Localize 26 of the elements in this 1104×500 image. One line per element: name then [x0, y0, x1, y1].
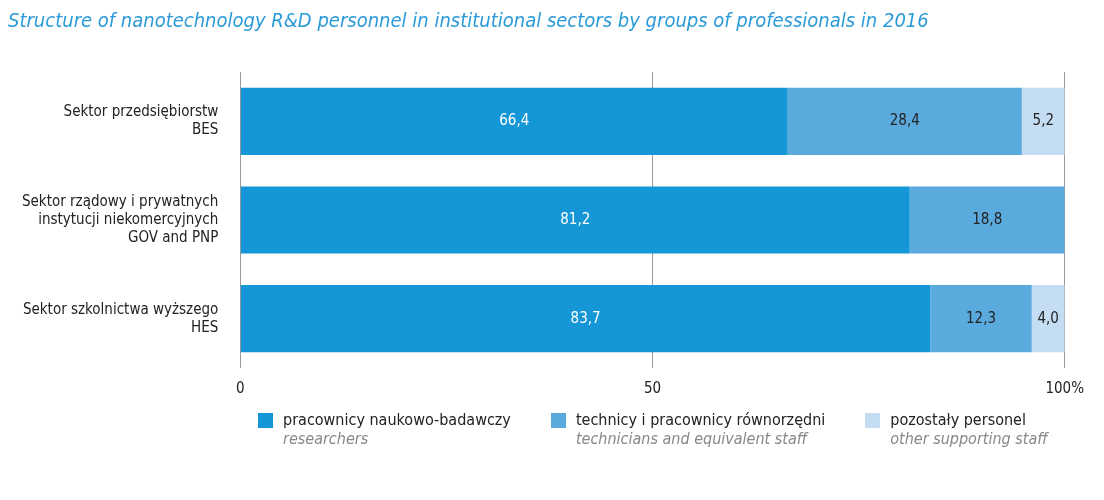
data-label: 12,3: [966, 308, 997, 327]
bar: [1031, 285, 1065, 353]
x-tick-label: 50: [643, 378, 662, 397]
y-tick-label: Sektor rządowy i prywatnych instytucji niekomercyjnych GOV and PNP: [22, 191, 219, 246]
x-tick-label: 100%: [1045, 378, 1085, 397]
data-label: 66,4: [499, 111, 530, 130]
data-label: 83,7: [570, 308, 601, 327]
bar: [240, 186, 910, 254]
legend-label: technicy i pracownicy równorzędni technicians and equivalent staff: [575, 410, 826, 448]
data-label: 4,0: [1037, 308, 1059, 327]
bar: [240, 285, 931, 353]
y-tick-label: Sektor szkolnictwa wyższego HES: [22, 299, 219, 336]
bar: [1021, 87, 1065, 155]
chart-title: Structure of nanotechnology R&D personnel in institutional sectors by groups of professionals in 2016: [8, 8, 930, 32]
bar: [787, 87, 1022, 155]
data-label: 81,2: [560, 209, 591, 228]
bar: [240, 87, 788, 155]
legend-label: pracownicy naukowo-badawczy researchers: [283, 410, 511, 448]
bar: [930, 285, 1032, 353]
data-label: 5,2: [1032, 111, 1054, 130]
x-tick-label: 0: [236, 378, 245, 397]
data-label: 18,8: [972, 209, 1003, 228]
legend-label: pozostały personel other supporting staff: [890, 410, 1048, 448]
data-label: 28,4: [889, 111, 920, 130]
bar: [909, 186, 1065, 254]
y-tick-label: Sektor przedsiębiorstw BES: [63, 102, 219, 139]
